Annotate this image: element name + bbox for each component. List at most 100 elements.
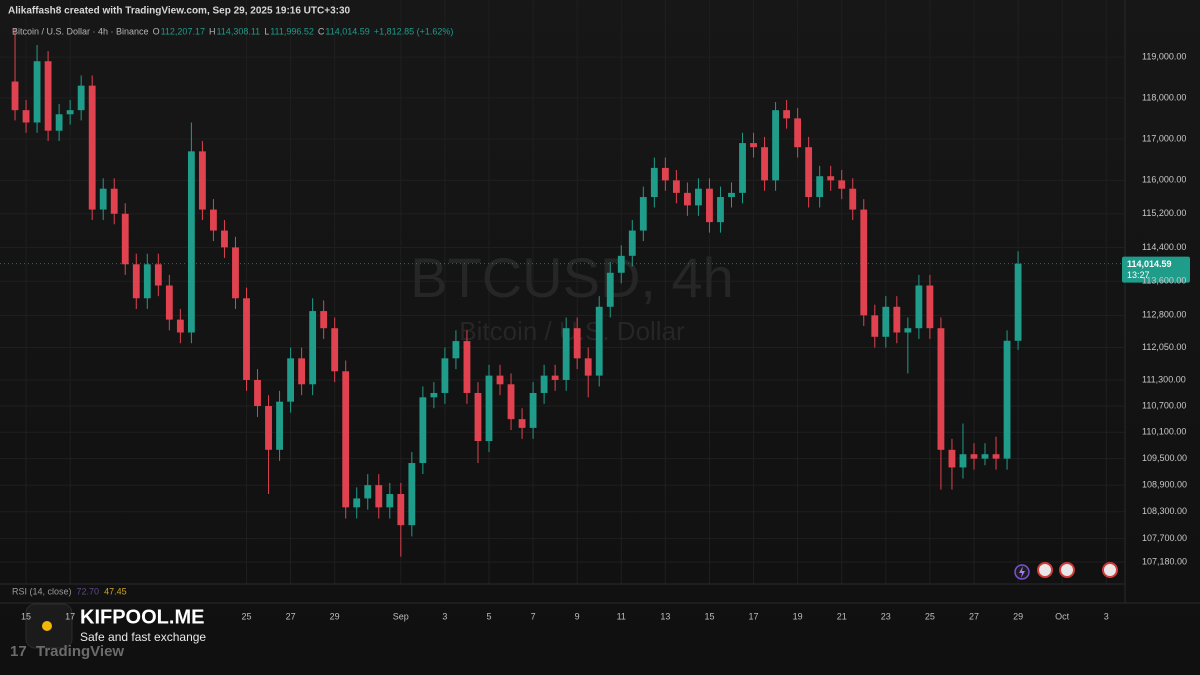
event-icon[interactable] [1102, 562, 1118, 578]
rsi-value: 47.45 [104, 586, 127, 596]
candle-body [904, 328, 912, 333]
candle-body [419, 397, 427, 464]
candle-body [243, 298, 250, 380]
candle-body [650, 167, 658, 198]
candle-body [794, 118, 802, 148]
candle-body [232, 247, 239, 299]
event-icon[interactable] [1037, 562, 1053, 578]
candle-body [44, 61, 52, 131]
x-tick-label: 5 [486, 611, 491, 621]
candle-body [970, 454, 978, 459]
candle-body [518, 419, 526, 428]
candle-body [33, 61, 41, 123]
brand-name: KIFPOOL.ME [80, 606, 204, 628]
candle-body [540, 375, 548, 393]
legend-value: 114,014.59 [325, 26, 369, 36]
candle-body [198, 151, 206, 210]
candle-body [121, 213, 129, 265]
candle-body [88, 85, 96, 210]
candle-body [551, 375, 559, 380]
y-tick-label: 107,700.00 [1142, 533, 1187, 543]
candle-body [22, 110, 30, 123]
candle-body [408, 463, 416, 526]
x-tick-label: 7 [531, 611, 536, 621]
candle-body [309, 311, 317, 385]
x-tick-label: 25 [925, 611, 935, 621]
candle-body [298, 358, 306, 385]
event-icon[interactable] [1059, 562, 1075, 578]
candle-body [562, 328, 570, 380]
x-tick-label: 21 [837, 611, 847, 621]
candle-body [221, 230, 228, 248]
legend-value: 114,308.11 [216, 26, 260, 36]
legend: Bitcoin / U.S. Dollar · 4h · Binance O 112… [12, 26, 453, 36]
x-tick-label: 27 [969, 611, 979, 621]
candle-body [584, 358, 592, 376]
y-tick-label: 116,000.00 [1142, 175, 1186, 185]
candle-body [606, 272, 614, 307]
candle-body [474, 392, 482, 442]
candle-body [441, 358, 449, 393]
x-tick-label: 3 [442, 611, 447, 621]
x-tick-label: 19 [793, 611, 803, 621]
candle-body [331, 328, 339, 372]
legend-title: Bitcoin / U.S. Dollar · 4h · Binance [12, 26, 149, 36]
candle-body [695, 188, 702, 206]
candle-body [816, 176, 824, 198]
candle-body [375, 485, 383, 508]
x-tick-label: 9 [575, 611, 580, 621]
candle-body [287, 358, 295, 402]
y-tick-label: 110,100.00 [1142, 427, 1186, 437]
tv-logo: 17 [10, 643, 27, 660]
y-tick-label: 107,180.00 [1142, 556, 1187, 566]
candle-body [882, 306, 890, 337]
candle-body [1014, 263, 1022, 341]
countdown: 13:27 [1127, 270, 1150, 280]
candle-body [529, 392, 537, 428]
y-tick-label: 118,000.00 [1142, 92, 1186, 102]
candle-body [827, 176, 835, 181]
candle-body [353, 498, 361, 508]
event-icons [1014, 562, 1118, 580]
candle-body [860, 209, 868, 316]
y-tick-label: 108,300.00 [1142, 506, 1187, 516]
candle-body [99, 188, 107, 210]
candles [11, 28, 1022, 557]
x-tick-label: Oct [1055, 611, 1070, 621]
candle-body [176, 319, 184, 333]
candle-body [728, 192, 735, 198]
watermark-sub: Bitcoin / U.S. Dollar [459, 316, 685, 346]
brand-logo-dot [42, 621, 52, 631]
x-tick-label: 3 [1104, 611, 1109, 621]
candle-body [143, 264, 151, 299]
candle-body [683, 192, 691, 206]
y-tick-label: 110,700.00 [1142, 400, 1186, 410]
rsi-label: RSI (14, close) [12, 586, 72, 596]
platform: TradingView [36, 643, 124, 660]
candle-body [320, 311, 328, 329]
y-tick-label: 112,800.00 [1142, 310, 1186, 320]
candle-body [507, 384, 515, 420]
legend-value: 111,996.52 [270, 26, 314, 36]
candle-body [750, 143, 757, 148]
candle-body [783, 110, 791, 119]
candle-body [430, 392, 438, 398]
candle-body [386, 494, 394, 508]
y-tick-label: 117,000.00 [1142, 133, 1186, 143]
candle-body [573, 328, 581, 359]
y-tick-label: 113,600.00 [1142, 276, 1186, 286]
legend-key: O [153, 26, 160, 36]
candle-body [463, 341, 471, 393]
candle-body [992, 454, 1000, 459]
candle-body [981, 454, 989, 459]
candle-body [187, 151, 195, 333]
rsi-legend: RSI (14, close) 72.70 47.45 [12, 586, 127, 596]
candle-body [595, 306, 603, 376]
candle-body [849, 188, 857, 210]
candle-body [661, 167, 669, 181]
y-tick-label: 108,900.00 [1142, 480, 1187, 490]
x-tick-label: 27 [286, 611, 296, 621]
candle-body [254, 379, 261, 407]
legend-key: H [209, 26, 216, 36]
